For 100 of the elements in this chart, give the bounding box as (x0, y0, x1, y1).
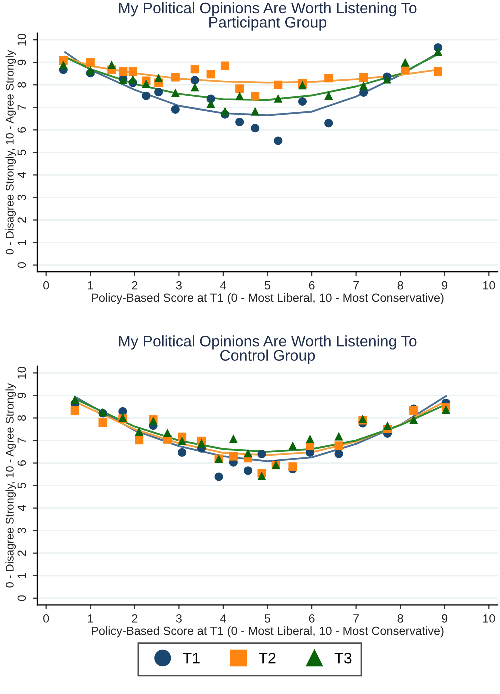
point (360, 73, 368, 82)
y-tick-label: 3 (18, 194, 26, 201)
point (128, 68, 138, 76)
x-tick-label: 6 (309, 614, 315, 623)
legend-label: T1 (183, 653, 200, 664)
y-tick-label: 7 (18, 438, 26, 444)
x-tick-label: 3 (176, 281, 182, 290)
point (163, 428, 172, 438)
y-axis-title: 0 - Disagree Strongly, 10 - Agree Strongly (6, 383, 16, 588)
point (206, 70, 216, 79)
point (244, 466, 253, 476)
point (171, 73, 180, 82)
y-tick-label: 8 (18, 415, 26, 422)
point (178, 448, 187, 457)
y-tick-label: 4 (18, 505, 26, 512)
point (401, 58, 410, 67)
point (190, 65, 200, 74)
point (251, 124, 260, 133)
point (383, 422, 392, 430)
x-tick-label: 8 (398, 614, 404, 623)
legend-label: T2 (259, 652, 276, 664)
point (86, 58, 95, 68)
point (334, 442, 344, 450)
y-tick-label: 9 (18, 60, 26, 66)
y-tick-label: 2 (18, 218, 26, 223)
x-tick-label: 10 (483, 281, 496, 290)
point (244, 449, 253, 458)
point (197, 439, 206, 448)
y-tick-label: 9 (18, 392, 26, 398)
x-tick-label: 7 (354, 614, 359, 623)
point (288, 442, 298, 450)
x-tick-label: 4 (220, 282, 226, 290)
point (70, 395, 80, 404)
y-tick-label: 0 (18, 262, 26, 268)
point (128, 75, 138, 84)
y-axis-title: 0 - Disagree Strongly, 10 - Agree Strongly (6, 50, 16, 255)
x-tick-label: 0 (44, 614, 50, 623)
x-tick-label: 5 (264, 614, 271, 623)
point (334, 450, 344, 458)
y-tick-label: 1 (18, 573, 26, 578)
point (229, 452, 238, 461)
x-axis-title: Policy-Based Score at T1 (0 - Most Liberal, 10 - Most Conservative) (92, 626, 444, 638)
point (190, 76, 200, 85)
point (108, 60, 116, 70)
point (59, 60, 68, 70)
point (258, 472, 266, 480)
point (383, 75, 392, 84)
point (410, 416, 418, 424)
point (142, 92, 151, 100)
point (298, 98, 308, 106)
y-tick-label: 6 (18, 127, 26, 133)
point (142, 80, 151, 88)
point (274, 80, 283, 90)
point (258, 450, 266, 459)
y-tick-label: 10 (18, 367, 26, 379)
point (334, 432, 344, 441)
point (220, 107, 230, 116)
point (171, 88, 180, 98)
point (154, 74, 164, 82)
point (251, 107, 260, 116)
x-tick-label: 9 (442, 614, 448, 623)
legend-label: T3 (334, 652, 352, 664)
y-tick-label: 3 (18, 528, 26, 534)
point (324, 74, 334, 83)
point (206, 100, 216, 108)
y-tick-label: 7 (18, 104, 26, 110)
point (236, 118, 244, 127)
point (434, 68, 443, 76)
x-tick-label: 3 (176, 614, 182, 623)
x-tick-label: 7 (354, 282, 359, 290)
x-tick-label: 1 (88, 614, 94, 623)
point (86, 66, 95, 75)
point (70, 406, 80, 416)
point (220, 62, 230, 70)
point (171, 105, 180, 114)
x-tick-label: 10 (483, 614, 496, 623)
x-axis-title: Policy-Based Score at T1 (0 - Most Liberal, 10 - Most Conservative) (92, 293, 444, 304)
point (229, 434, 238, 444)
point (274, 94, 283, 103)
point (135, 436, 144, 445)
chart-title: My Political Opinions Are Worth Listening To Control Group (119, 336, 417, 364)
y-tick-label: 2 (18, 550, 26, 556)
chart-title: My Political Opinions Are Worth Listening To Participant Group (119, 2, 417, 31)
point (154, 88, 164, 97)
x-tick-label: 1 (88, 282, 94, 290)
point (288, 462, 298, 472)
y-tick-label: 0 (18, 596, 26, 602)
point (324, 91, 334, 100)
point (135, 427, 144, 436)
y-tick-label: 4 (18, 172, 26, 178)
x-tick-label: 8 (398, 281, 404, 290)
point (274, 136, 283, 146)
x-tick-label: 2 (132, 614, 138, 623)
y-tick-label: 5 (18, 483, 26, 489)
point (236, 92, 244, 100)
x-tick-label: 5 (264, 282, 271, 290)
point (214, 472, 224, 482)
point (178, 436, 187, 446)
point (190, 83, 200, 92)
point (324, 119, 334, 128)
